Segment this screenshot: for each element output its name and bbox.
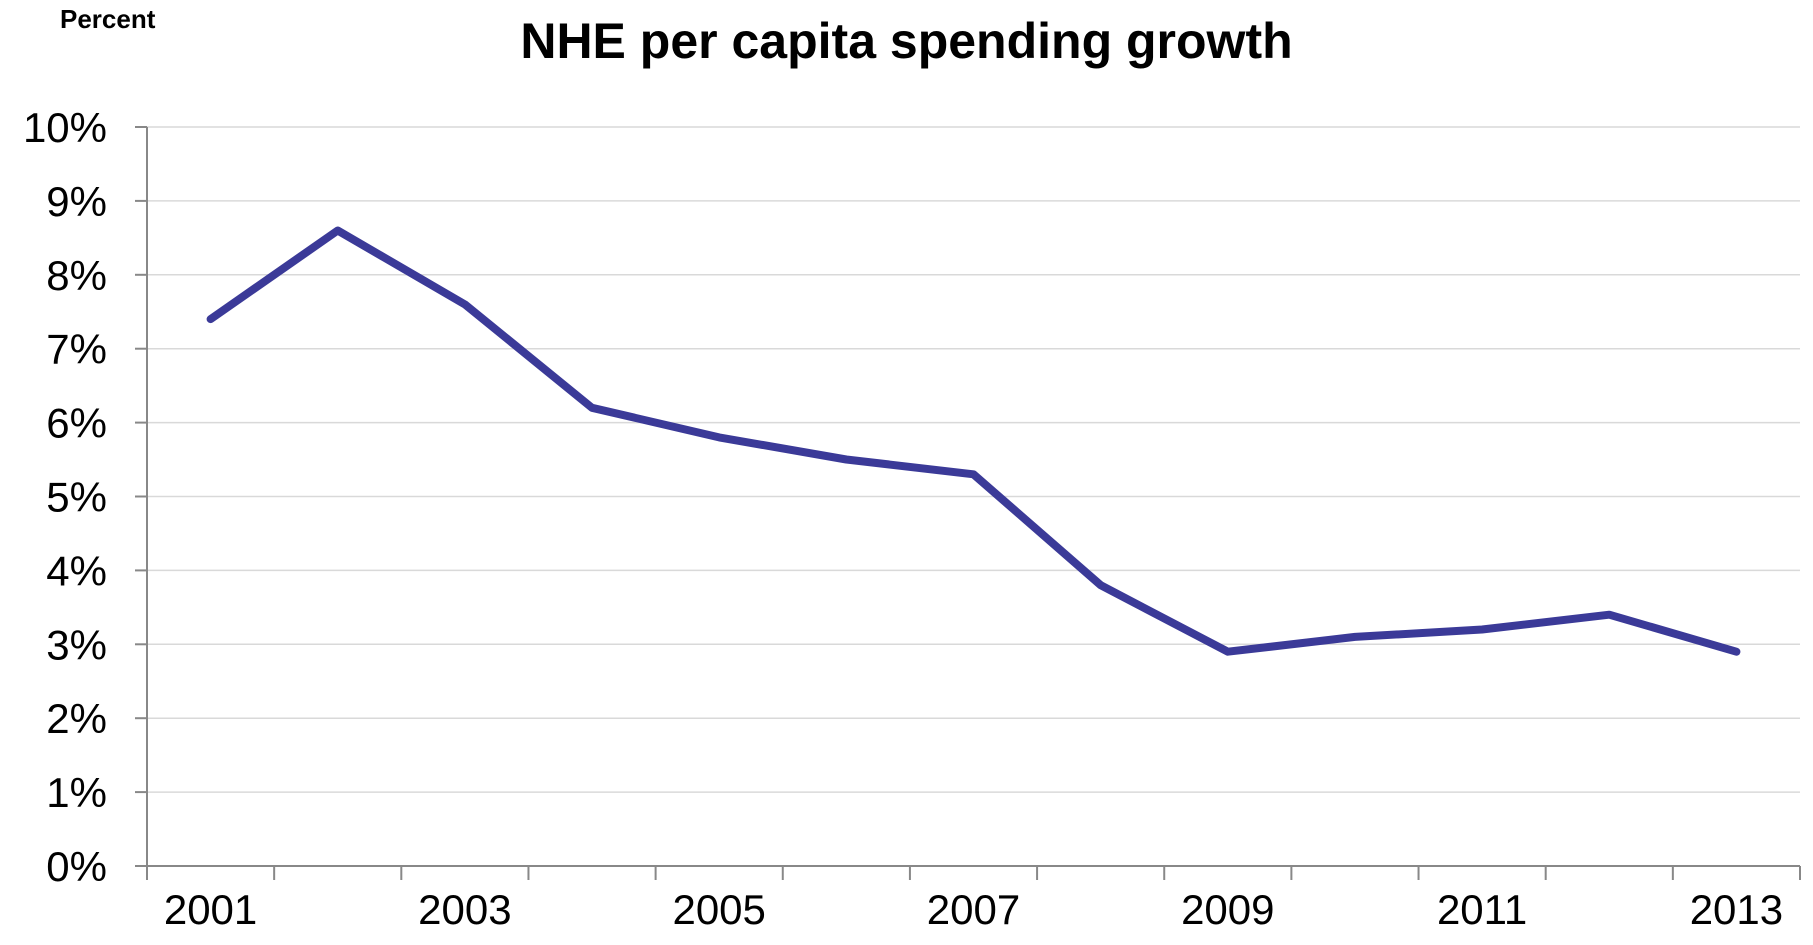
y-tick-label: 7% [46, 326, 107, 373]
y-unit-label: Percent [60, 4, 156, 34]
x-tick-label: 2001 [164, 886, 257, 933]
y-tick-label: 1% [46, 769, 107, 816]
y-tick-label: 2% [46, 695, 107, 742]
y-tick-label: 8% [46, 252, 107, 299]
y-tick-label: 5% [46, 474, 107, 521]
y-tick-label: 0% [46, 843, 107, 890]
y-tick-label: 10% [23, 104, 107, 151]
x-tick-label: 2009 [1181, 886, 1274, 933]
y-tick-label: 3% [46, 621, 107, 668]
y-tick-label: 4% [46, 547, 107, 594]
x-tick-label: 2005 [672, 886, 765, 933]
x-tick-label: 2013 [1690, 886, 1783, 933]
y-tick-label: 6% [46, 400, 107, 447]
x-tick-label: 2003 [418, 886, 511, 933]
x-tick-label: 2007 [927, 886, 1020, 933]
series-line [206, 226, 1741, 656]
x-tick-label: 2011 [1437, 886, 1527, 933]
chart-title: NHE per capita spending growth [520, 13, 1293, 69]
y-tick-label: 9% [46, 178, 107, 225]
